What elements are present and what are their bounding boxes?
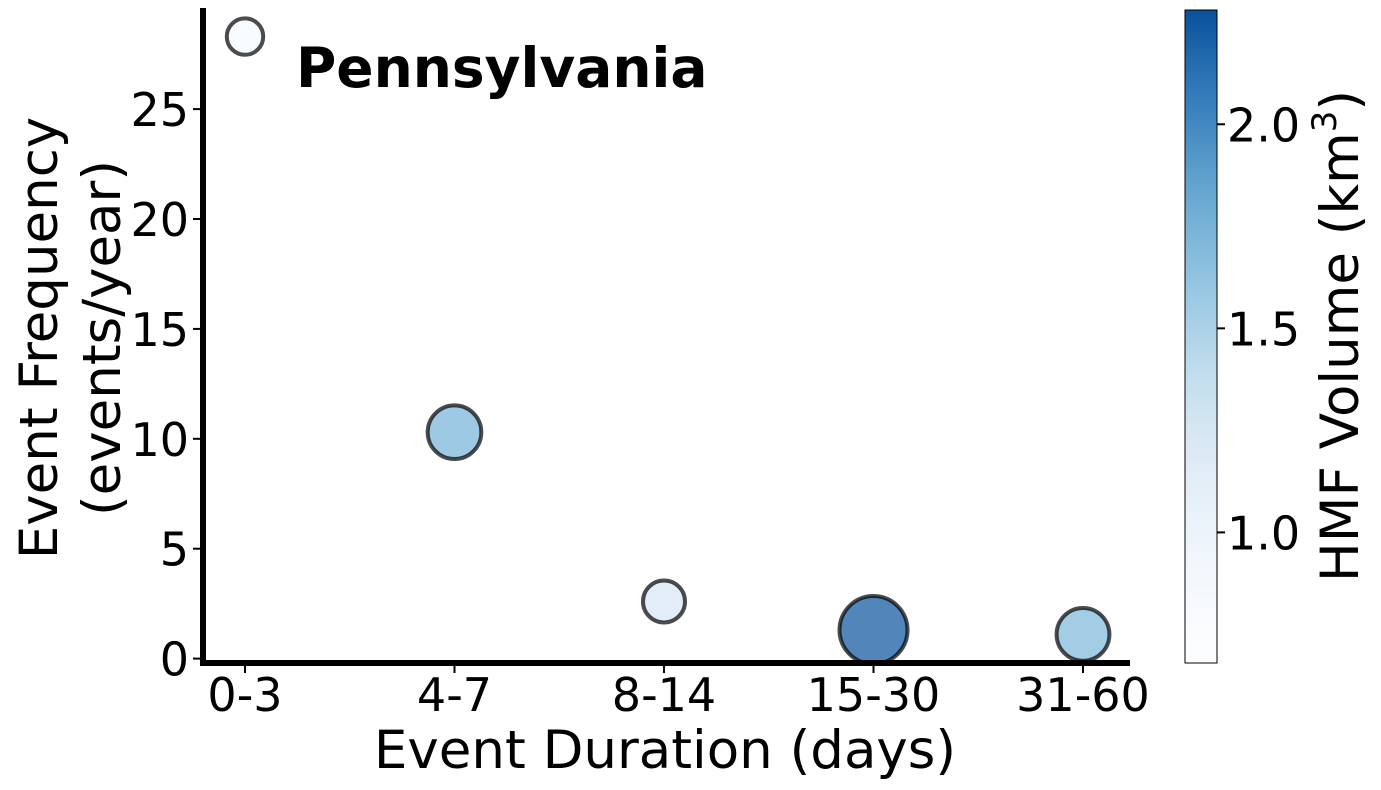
data-point-0-3 bbox=[224, 16, 266, 57]
colorbar-tick-label: 2.0 bbox=[1227, 98, 1300, 152]
colorbar: 1.0 1.5 2.0 bbox=[1184, 9, 1300, 664]
x-tick-label: 8-14 bbox=[612, 668, 716, 722]
y-tick-label: 20 bbox=[130, 193, 189, 247]
colorbar-label-text: HMF Volume (km bbox=[1310, 132, 1371, 582]
colorbar-tick-label: 1.0 bbox=[1227, 506, 1300, 560]
y-tick-label: 5 bbox=[160, 523, 189, 577]
chart-title: Pennsylvania bbox=[296, 36, 707, 100]
x-tick-label: 0-3 bbox=[207, 668, 282, 722]
y-tick-label: 15 bbox=[130, 303, 189, 357]
colorbar-label-suffix: ) bbox=[1310, 90, 1371, 111]
colorbar-label-superscript: 3 bbox=[1305, 111, 1345, 133]
x-axis-label: Event Duration (days) bbox=[374, 720, 956, 781]
y-tick-label: 25 bbox=[130, 83, 189, 137]
y-axis-label: Event Frequency bbox=[9, 117, 70, 559]
x-tick-label: 15-30 bbox=[807, 668, 941, 722]
colorbar-label: HMF Volume (km3) bbox=[1305, 90, 1371, 582]
y-tick-label: 0 bbox=[160, 633, 189, 687]
data-point-8-14 bbox=[641, 578, 687, 625]
colorbar-tick-label: 1.5 bbox=[1227, 302, 1300, 356]
data-point-15-30 bbox=[837, 594, 910, 667]
y-axis-label-units: (events/year) bbox=[72, 160, 133, 516]
scatter-points bbox=[224, 16, 1112, 667]
x-tick-label: 31-60 bbox=[1016, 668, 1150, 722]
data-point-31-60 bbox=[1054, 606, 1112, 663]
axes: 0 5 10 15 20 25 0-3 4-7 8-14 15-30 31-60 bbox=[130, 8, 1150, 722]
y-tick-label: 10 bbox=[130, 413, 189, 467]
data-point-4-7 bbox=[425, 403, 484, 462]
x-tick-label: 4-7 bbox=[417, 668, 492, 722]
colorbar-gradient bbox=[1184, 9, 1218, 664]
